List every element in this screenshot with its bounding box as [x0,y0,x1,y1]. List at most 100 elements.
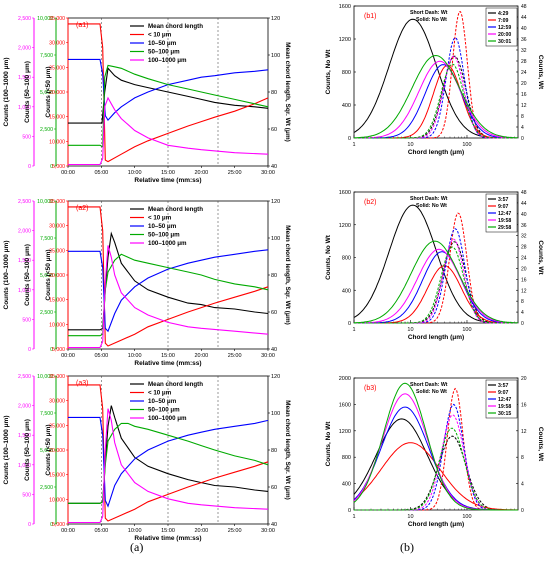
left-axis-tick-label: 2,500 [18,16,31,22]
x-axis-tick-label: 15:00 [161,353,175,359]
left-axis-tick-label: 400 [342,482,351,488]
annotation-solid: Solid: No Wt [416,17,447,23]
series-line [68,422,269,504]
left-axis-label: Counts (<50 μm) [45,249,52,300]
annotation-solid: Solid: No Wt [416,203,447,209]
left-axis-tick-label: 5,000 [40,448,53,454]
left-axis-label: Counts (100–1000 μm) [3,415,10,484]
series-line [68,64,269,148]
left-axis-tick-label: 10,000 [37,16,53,22]
plot-frame [353,377,519,511]
right-axis-tick-label: 100 [271,411,280,417]
right-axis-tick-label: 48 [521,4,527,10]
left-axis-tick-label: 0 [348,136,351,142]
series-line [68,408,269,524]
left-axis-tick-label: 1600 [339,4,351,10]
left-axis-label: Counts, No Wt [325,49,332,95]
right-axis-tick-label: 24 [521,70,527,76]
legend-label: 9:07 [498,204,508,210]
left-axis-tick-label: 1,500 [18,258,31,264]
right-axis-tick-label: 40 [271,347,277,353]
left-axis-tick-label: 400 [342,288,351,294]
x-axis-label: Relative time (mm:ss) [134,177,201,184]
left-axis-tick-label: 10,000 [37,199,53,205]
caption-b: (b) [400,540,414,554]
series-line-wt [354,403,518,511]
right-axis-tick-label: 16 [521,92,527,98]
right-axis-tick-label: 36 [521,223,527,229]
x-axis-tick-label: 1 [352,142,355,148]
right-axis-tick-label: 4 [521,310,524,316]
left-axis-tick-label: 0 [28,522,31,528]
series-line-wt [354,228,518,324]
legend-label: 7:09 [498,18,508,24]
left-axis-tick-label: 25,000 [49,65,65,71]
right-axis-tick-label: 80 [271,448,277,454]
right-axis-tick-label: 60 [271,485,277,491]
left-axis-tick-label: 10,000 [37,374,53,380]
series-line-wt [354,55,518,139]
right-axis-tick-label: 32 [521,48,527,54]
series-line [68,96,269,166]
panel-label: (b2) [364,199,376,206]
legend-label: Mean chord length [148,23,203,30]
left-axis-tick-label: 0 [28,164,31,170]
x-axis-tick-label: 10 [407,142,413,148]
annotation-short-dash: Short Dash: Wt [410,196,448,202]
legend-label: 29:58 [498,225,511,231]
left-axis-tick-label: 800 [342,70,351,76]
legend-label: 100–1000 μm [148,240,187,247]
left-axis-tick-label: 0 [50,347,53,353]
x-axis-tick-label: 10:00 [128,528,142,534]
series-line-wt [354,414,518,511]
left-axis-tick-label: 10,000 [49,497,65,503]
legend-label: 4:29 [498,11,508,17]
right-axis-tick-label: 60 [271,310,277,316]
x-axis-tick-label: 05:00 [94,353,108,359]
right-axis-tick-label: 4 [521,482,524,488]
series-line-no-wt [353,406,518,511]
x-axis-tick-label: 00:00 [61,528,75,534]
right-axis-tick-label: 12 [521,288,527,294]
x-axis-tick-label: 00:00 [61,170,75,176]
x-axis-tick-label: 100 [462,327,471,333]
series-line-no-wt [354,64,518,139]
left-axis-tick-label: 2,000 [18,229,31,235]
left-axis-label: Counts (50–100 μm) [24,244,31,306]
left-axis-tick-label: 7,500 [40,236,53,242]
legend-label: 50–100 μm [148,232,180,239]
x-axis-tick-label: 25:00 [228,528,242,534]
left-axis-tick-label: 25,000 [49,248,65,254]
left-axis-tick-label: 1,000 [18,463,31,469]
right-axis-tick-label: 8 [521,455,524,461]
annotation-short-dash: Short Dash: Wt [410,10,448,16]
left-axis-label: Counts (100–1000 μm) [3,57,10,126]
legend-label: < 10 μm [148,215,172,222]
right-axis-tick-label: 44 [521,201,527,207]
legend-label: 3:57 [498,383,508,389]
right-axis-tick-label: 32 [521,234,527,240]
right-axis-tick-label: 120 [271,374,280,380]
x-axis-tick-label: 30:00 [261,170,275,176]
legend-label: 30:15 [498,411,511,417]
panel-label: (a1) [76,22,88,29]
left-axis-label: Counts, No Wt [325,421,332,467]
x-axis-tick-label: 25:00 [228,353,242,359]
left-axis-tick-label: 5,000 [40,273,53,279]
x-axis-tick-label: 30:00 [261,528,275,534]
right-axis-tick-label: 4 [521,125,524,131]
x-axis-tick-label: 25:00 [228,170,242,176]
left-axis-tick-label: 1,000 [18,288,31,294]
legend-label: < 10 μm [148,32,172,39]
left-axis-tick-label: 35,000 [49,199,65,205]
panel-label: (a2) [76,205,88,212]
left-axis-tick-label: 5,000 [52,347,65,353]
right-axis-tick-label: 80 [271,273,277,279]
left-axis-tick-label: 2,500 [18,374,31,380]
right-axis-tick-label: 48 [521,190,527,196]
right-axis-tick-label: 20 [521,376,527,382]
right-axis-tick-label: 40 [521,212,527,218]
left-axis-tick-label: 20,000 [49,273,65,279]
right-axis-tick-label: 100 [271,236,280,242]
x-axis-tick-label: 100 [462,142,471,148]
